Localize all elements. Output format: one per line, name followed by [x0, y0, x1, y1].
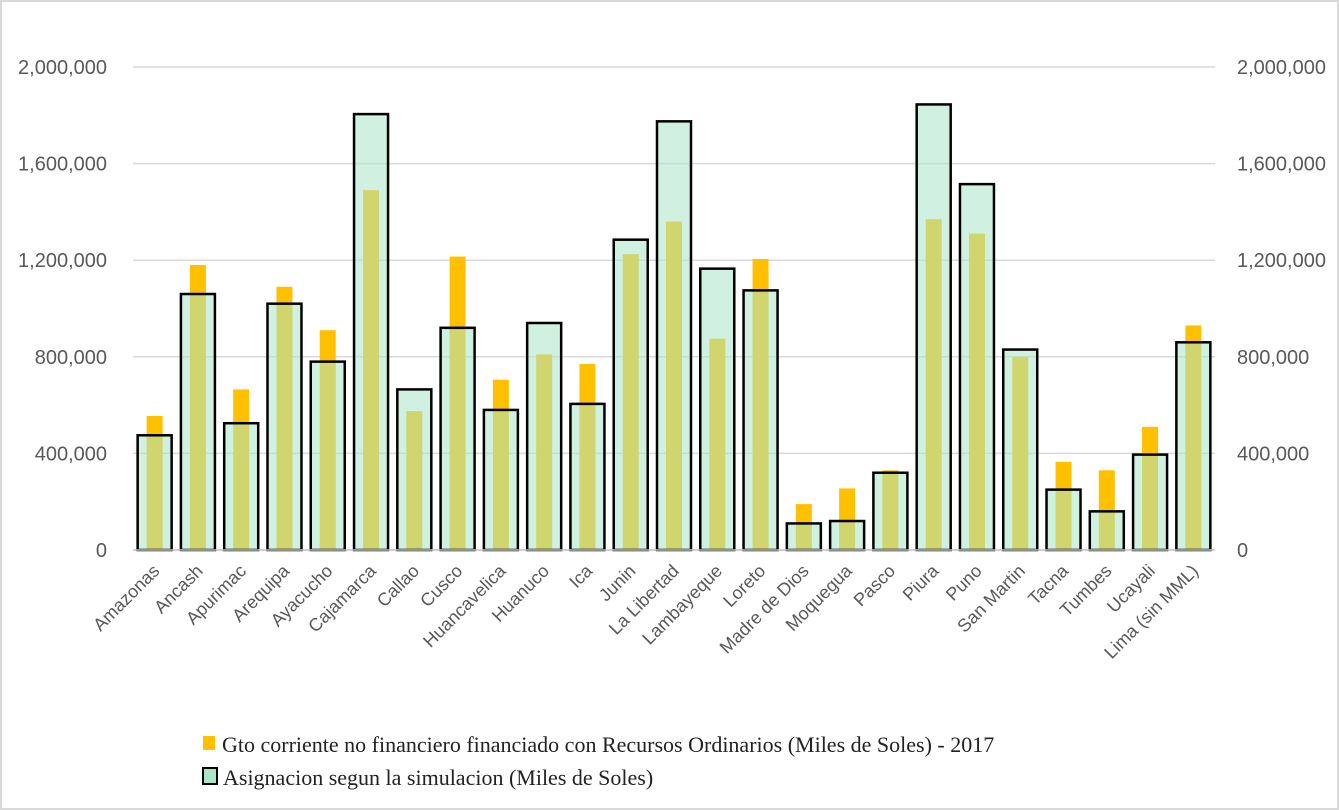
y-tick-label-right: 0 — [1237, 540, 1248, 562]
x-tick-label: Ica — [565, 560, 597, 592]
x-axis-labels: AmazonasAncashApurimacArequipaAyacuchoCa… — [89, 560, 1202, 663]
bar-asignacion — [482, 408, 520, 552]
y-tick-label-left: 400,000 — [35, 443, 107, 465]
bars — [136, 103, 1212, 552]
bar-asignacion — [1045, 488, 1082, 552]
x-tick-label: Piura — [899, 560, 944, 605]
y-axis-left: 0 400,000 800,000 1,200,000 1,600,000 2,000,0… — [18, 57, 107, 562]
bar-asignacion — [1175, 341, 1212, 552]
bar-asignacion — [266, 302, 303, 552]
y-tick-label-left: 1,200,000 — [18, 250, 107, 272]
y-tick-label-right: 1,200,000 — [1237, 250, 1326, 272]
y-tick-label-left: 2,000,000 — [18, 57, 107, 79]
bar-asignacion — [352, 112, 390, 552]
bar-asignacion — [1131, 453, 1169, 552]
y-tick-label-left: 1,600,000 — [18, 154, 107, 176]
bar-asignacion — [525, 321, 563, 552]
bar-asignacion — [655, 120, 693, 552]
y-tick-label-left: 800,000 — [35, 347, 107, 369]
bar-asignacion — [612, 238, 649, 552]
x-tick-label: Pasco — [850, 561, 900, 611]
legend-swatch-gasto — [203, 736, 215, 750]
bar-asignacion — [309, 360, 347, 552]
y-axis-right: 0 400,000 800,000 1,200,000 1,600,000 2,000,0… — [1237, 57, 1326, 562]
legend-label-asignacion: Asignacion segun la simulacion (Miles de… — [223, 765, 653, 790]
legend: Gto corriente no financiero financiado c… — [202, 732, 994, 790]
bar-asignacion — [222, 421, 260, 552]
y-tick-label-right: 1,600,000 — [1237, 154, 1326, 176]
bar-asignacion — [958, 182, 996, 552]
y-tick-label-right: 400,000 — [1237, 443, 1309, 465]
x-tick-label: Callao — [373, 561, 423, 611]
bar-asignacion — [179, 292, 217, 552]
bar-asignacion — [1001, 348, 1039, 552]
bar-asignacion — [396, 388, 433, 552]
bar-asignacion — [785, 522, 823, 552]
bar-asignacion — [569, 402, 606, 552]
bar-asignacion — [872, 471, 909, 552]
bar-asignacion — [439, 326, 476, 552]
y-tick-label-right: 800,000 — [1237, 347, 1309, 369]
x-tick-label: Amazonas — [89, 561, 163, 635]
y-tick-label-right: 2,000,000 — [1237, 57, 1326, 79]
bar-asignacion — [915, 103, 952, 552]
legend-swatch-asignacion — [202, 767, 218, 785]
bar-asignacion — [828, 519, 866, 552]
legend-label-gasto: Gto corriente no financiero financiado c… — [222, 732, 994, 757]
bar-asignacion — [699, 267, 736, 552]
y-tick-label-left: 0 — [96, 540, 107, 562]
bar-asignacion — [1088, 510, 1126, 552]
bar-asignacion — [742, 289, 779, 552]
bar-asignacion — [136, 434, 173, 552]
